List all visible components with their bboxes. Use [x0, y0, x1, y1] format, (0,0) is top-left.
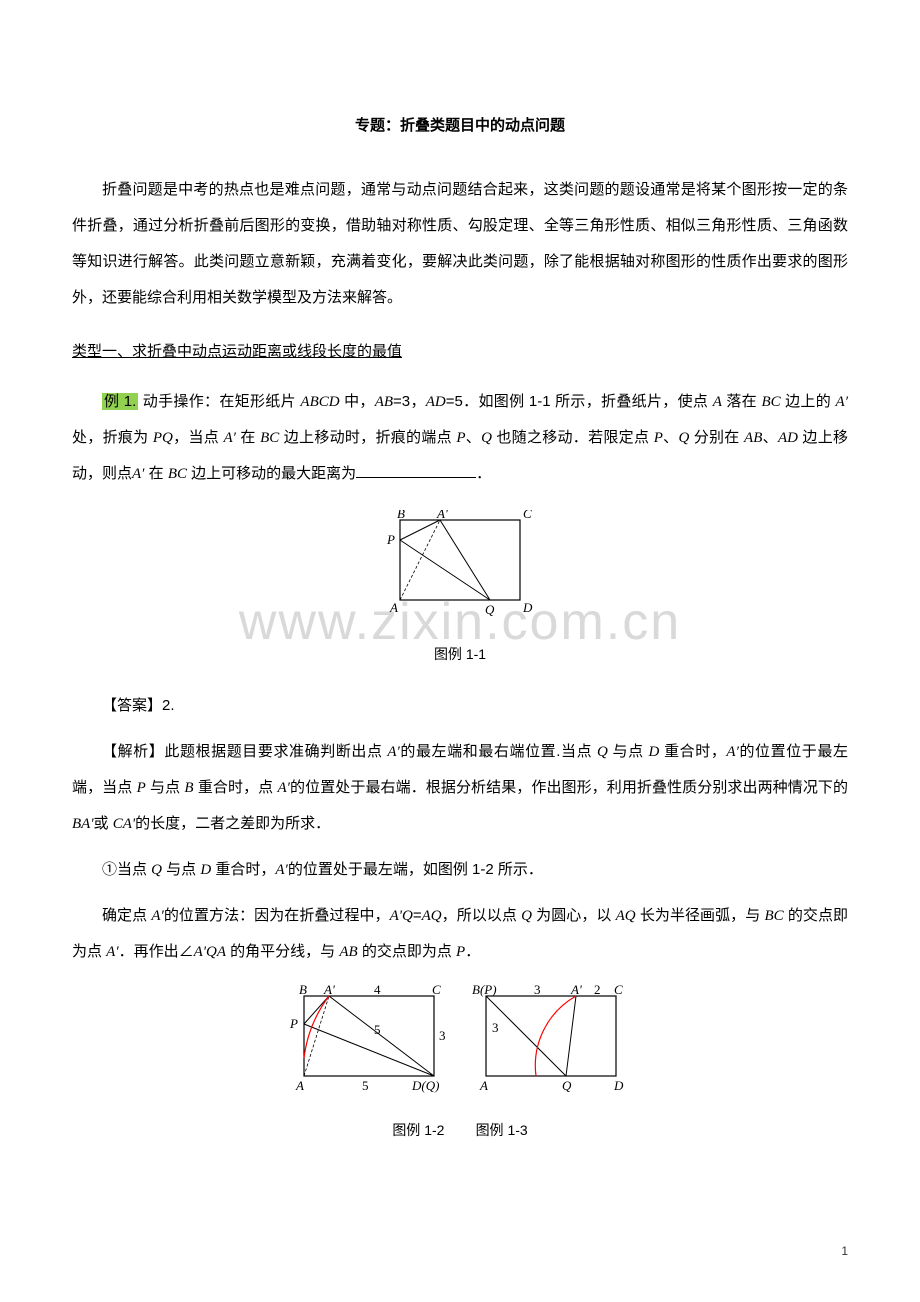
- svg-text:5: 5: [362, 1078, 369, 1093]
- svg-text:B: B: [397, 510, 405, 521]
- svg-text:A': A': [436, 510, 448, 521]
- figure-2-3-caption: 图例 1-2 图例 1-3: [72, 1114, 848, 1148]
- page-number: 1: [841, 1237, 848, 1266]
- svg-text:Q: Q: [562, 1078, 572, 1093]
- figure-3: B(P) 3 A' 2 C 3 A Q D: [466, 984, 636, 1108]
- figure-2: B A' 4 C P 5 3 A 5 D(Q): [284, 984, 454, 1108]
- svg-text:B: B: [299, 984, 307, 997]
- example-1-text: 例 1. 动手操作：在矩形纸片 ABCD 中，AB=3，AD=5．如图例 1-1…: [72, 384, 848, 492]
- example-label: 例 1.: [102, 393, 138, 410]
- step-1-paragraph: ①当点 Q 与点 D 重合时，A′的位置处于最左端，如图例 1-2 所示．: [72, 852, 848, 888]
- svg-text:3: 3: [534, 984, 541, 997]
- svg-text:A': A': [570, 984, 582, 997]
- section-heading: 类型一、求折叠中动点运动距离或线段长度的最值: [72, 334, 848, 370]
- svg-text:C: C: [614, 984, 623, 997]
- svg-text:B(P): B(P): [472, 984, 497, 997]
- page-title: 专题：折叠类题目中的动点问题: [72, 108, 848, 144]
- svg-text:A: A: [479, 1078, 488, 1093]
- figure-1-caption: 图例 1-1: [72, 638, 848, 672]
- analysis-paragraph: 【解析】此题根据题目要求准确判断出点 A′的最左端和最右端位置.当点 Q 与点 …: [72, 734, 848, 842]
- step-2-paragraph: 确定点 A′的位置方法：因为在折叠过程中，A'Q=AQ，所以以点 Q 为圆心，以…: [72, 898, 848, 970]
- answer-text: 【答案】2.: [72, 688, 848, 724]
- svg-text:P: P: [386, 532, 395, 547]
- svg-text:D: D: [522, 600, 533, 615]
- svg-text:C: C: [432, 984, 441, 997]
- svg-text:4: 4: [374, 984, 381, 997]
- figure-1: B A' C P A Q D: [72, 510, 848, 634]
- svg-text:5: 5: [374, 1022, 381, 1037]
- svg-text:A: A: [389, 600, 398, 615]
- svg-text:3: 3: [492, 1020, 499, 1035]
- svg-text:D: D: [613, 1078, 624, 1093]
- svg-text:C: C: [523, 510, 532, 521]
- svg-text:P: P: [289, 1016, 298, 1031]
- svg-text:Q: Q: [485, 602, 495, 617]
- intro-paragraph: 折叠问题是中考的热点也是难点问题，通常与动点问题结合起来，这类问题的题设通常是将…: [72, 172, 848, 316]
- svg-text:3: 3: [439, 1028, 446, 1043]
- answer-blank: [356, 462, 476, 478]
- svg-text:2: 2: [594, 984, 601, 997]
- svg-text:A': A': [323, 984, 335, 997]
- svg-text:D(Q): D(Q): [411, 1078, 439, 1093]
- svg-text:A: A: [295, 1078, 304, 1093]
